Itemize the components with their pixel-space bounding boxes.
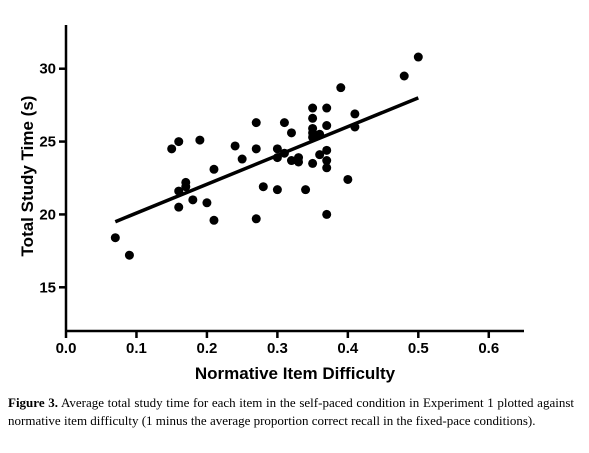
data-point [399, 71, 409, 81]
x-axis-title: Normative Item Difficulty [195, 364, 396, 383]
data-point [195, 135, 205, 145]
data-point [251, 118, 261, 128]
figure-caption: Figure 3. Average total study time for e… [8, 394, 574, 429]
data-point [286, 128, 296, 138]
axes [64, 25, 524, 333]
data-point [272, 144, 282, 154]
x-tick-label: 0.4 [337, 340, 359, 357]
data-point [124, 250, 134, 260]
data-point [279, 118, 289, 128]
caption-label: Figure 3. [8, 395, 58, 410]
data-points [110, 52, 423, 260]
data-point [251, 144, 261, 154]
data-point [174, 202, 184, 212]
data-point [167, 144, 177, 154]
data-point [322, 209, 332, 219]
data-point [237, 154, 247, 164]
y-tick-label: 15 [39, 279, 56, 296]
data-point [322, 121, 332, 131]
x-tick-label: 0.1 [126, 340, 147, 357]
data-point [286, 156, 296, 166]
data-point [294, 157, 304, 167]
y-tick-label: 30 [39, 61, 56, 78]
data-point [272, 185, 282, 195]
x-tick-label: 0.6 [478, 340, 499, 357]
regression-line-group [114, 96, 419, 224]
data-point [230, 141, 240, 151]
tick-labels: 0.0 0.1 0.2 0.3 0.4 0.5 0.6 15 20 25 30 [39, 61, 499, 357]
data-point [188, 195, 198, 205]
y-tick-label: 20 [39, 206, 56, 223]
x-tick-label: 0.0 [56, 340, 77, 357]
y-tick-label: 25 [39, 134, 56, 151]
data-point [258, 182, 268, 192]
data-point [350, 109, 360, 119]
tick-marks [59, 67, 491, 338]
data-point [336, 83, 346, 93]
scatter-chart: 0.0 0.1 0.2 0.3 0.4 0.5 0.6 15 20 25 30 Normative … [18, 25, 524, 383]
data-point [322, 103, 332, 113]
data-point [322, 163, 332, 173]
data-point [174, 137, 184, 147]
data-point [343, 174, 353, 184]
data-point [110, 233, 120, 243]
x-tick-label: 0.3 [267, 340, 288, 357]
x-tick-label: 0.5 [408, 340, 429, 357]
data-point [251, 214, 261, 224]
data-point [413, 52, 423, 62]
y-axis-title: Total Study Time (s) [18, 96, 37, 257]
data-point [308, 103, 318, 113]
data-point [209, 164, 219, 174]
data-point [301, 185, 311, 195]
x-tick-label: 0.2 [196, 340, 217, 357]
data-point [209, 215, 219, 225]
data-point [308, 113, 318, 123]
data-point [322, 156, 332, 166]
regression-line [114, 96, 419, 224]
data-point [202, 198, 212, 208]
data-point [322, 145, 332, 155]
data-point [181, 182, 191, 192]
data-point [308, 158, 318, 168]
data-point [315, 150, 325, 160]
caption-text: Average total study time for each item i… [8, 395, 574, 428]
